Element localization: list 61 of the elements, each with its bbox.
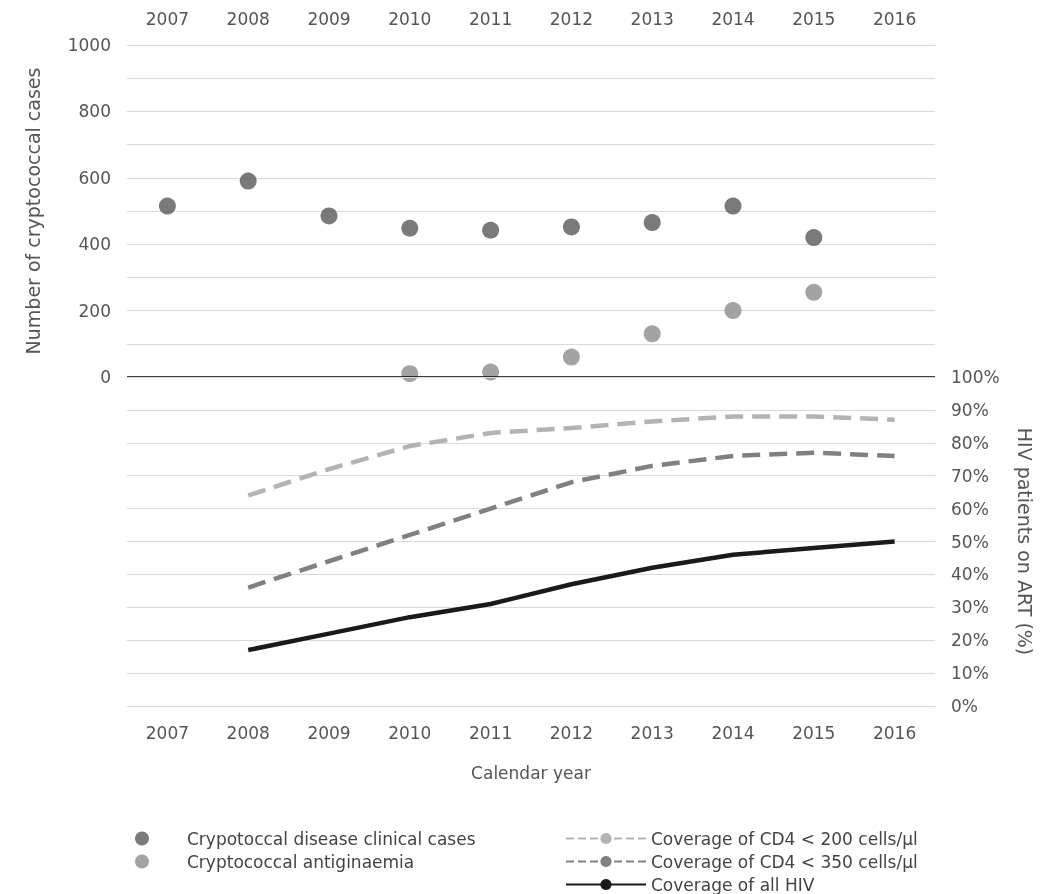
y2-tick-label: 80%	[951, 432, 989, 453]
y2-tick-label: 0%	[951, 696, 978, 716]
x-tick-label: 2010	[388, 8, 432, 29]
y-tick-label: 200	[78, 300, 111, 321]
legend-label: Coverage of all HIV	[651, 874, 815, 894]
line-series	[245, 539, 897, 653]
x-tick-label: 2014	[711, 8, 755, 29]
x-tick-label: 2016	[872, 722, 917, 743]
y-tick-label: 800	[78, 101, 111, 122]
line-series	[245, 450, 897, 590]
point	[724, 302, 742, 320]
legend-label: Coverage of CD4 < 350 cells/µl	[651, 851, 918, 872]
point	[805, 229, 823, 247]
x-tick-label: 2013	[630, 8, 674, 29]
point	[158, 197, 176, 215]
x-tick-label: 2013	[630, 722, 674, 743]
y2-tick-label: 30%	[951, 597, 989, 618]
y2-tick-label: 10%	[951, 663, 989, 684]
point	[562, 218, 580, 236]
x-tick-label: 2009	[307, 8, 351, 29]
x-tick-label: 2014	[711, 722, 755, 743]
x-tick-label: 2008	[226, 722, 270, 743]
x-tick-label: 2015	[792, 8, 836, 29]
x-tick-label: 2011	[468, 8, 513, 29]
y-tick-label: 1000	[67, 35, 111, 55]
legend-label: Crypotoccal disease clinical cases	[187, 828, 476, 849]
point	[401, 219, 419, 237]
point	[643, 214, 661, 232]
point	[724, 197, 742, 215]
point	[239, 172, 257, 190]
point	[643, 325, 661, 343]
legend-label: Cryptococcal antiginaemia	[187, 851, 415, 872]
point	[562, 348, 580, 366]
y-axis-title: Number of cryptococcal cases	[21, 67, 44, 355]
x-tick-label: 2007	[145, 8, 190, 29]
y-tick-label: 400	[78, 234, 111, 255]
x-tick-label: 2011	[468, 722, 513, 743]
y2-tick-label: 90%	[951, 399, 989, 420]
y2-tick-label: 100%	[951, 367, 1000, 387]
y2-tick-label: 50%	[951, 531, 989, 552]
y2-axis-title: HIV patients on ART (%)	[1013, 427, 1036, 656]
x-tick-label: 2007	[145, 722, 190, 743]
y-tick-label: 600	[78, 167, 111, 188]
x-tick-label: 2012	[549, 8, 594, 29]
y2-tick-label: 60%	[951, 498, 989, 519]
y-tick-label: 0	[100, 367, 111, 387]
x-tick-label: 2010	[388, 722, 432, 743]
legend-label: Coverage of CD4 < 200 cells/µl	[651, 828, 918, 849]
y2-tick-label: 20%	[951, 630, 989, 651]
point	[805, 283, 823, 301]
y2-tick-label: 40%	[951, 564, 989, 585]
x-tick-label: 2008	[226, 8, 270, 29]
point	[320, 207, 338, 225]
x-tick-label: 2015	[792, 722, 836, 743]
line-series	[245, 414, 897, 498]
x-axis-title: Calendar year	[471, 762, 591, 783]
x-tick-label: 2016	[872, 8, 917, 29]
point	[482, 221, 500, 239]
y2-tick-label: 70%	[951, 465, 989, 486]
x-tick-label: 2012	[549, 722, 594, 743]
x-tick-label: 2009	[307, 722, 351, 743]
